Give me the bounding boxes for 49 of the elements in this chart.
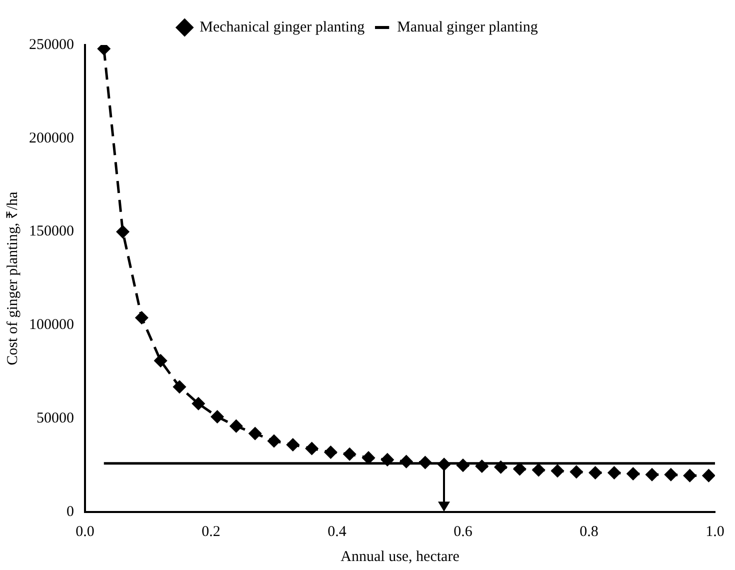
point	[211, 410, 224, 423]
point	[135, 311, 148, 324]
x-tick-label: 0.2	[202, 524, 220, 540]
legend-label: Manual ginger planting	[397, 19, 538, 36]
point	[438, 458, 450, 471]
point	[589, 466, 602, 480]
point	[362, 452, 375, 464]
point	[608, 466, 620, 480]
y-axis-title: Cost of ginger planting, ₹/ha	[4, 191, 21, 366]
x-tick-label: 1.0	[706, 524, 724, 540]
point	[646, 468, 658, 481]
point	[684, 469, 696, 482]
point	[286, 438, 300, 451]
point	[476, 460, 488, 472]
x-tick-label: 0.0	[76, 524, 94, 540]
x-axis-title: Annual use, hectare	[340, 548, 460, 565]
point	[230, 420, 242, 432]
x-tick-label: 0.6	[454, 524, 473, 540]
point	[248, 427, 262, 440]
point	[324, 446, 337, 458]
point	[173, 380, 186, 394]
y-tick-label: 100000	[29, 317, 74, 334]
x-tick-label: 0.4	[328, 524, 347, 540]
y-tick-label: 200000	[29, 130, 74, 146]
y-tick-label: 250000	[29, 36, 74, 53]
y-tick-label: 50000	[36, 410, 74, 427]
point	[532, 464, 545, 476]
point	[570, 466, 583, 478]
point	[400, 455, 413, 468]
y-tick-label: 0	[66, 504, 74, 520]
x-tick-label: 0.8	[580, 524, 598, 540]
legend-label: Mechanical ginger planting	[200, 19, 366, 36]
point	[306, 442, 318, 455]
point	[456, 459, 470, 472]
point	[702, 469, 715, 482]
point	[381, 453, 394, 466]
point	[664, 468, 678, 481]
point	[494, 460, 508, 474]
point	[268, 434, 280, 448]
point	[626, 467, 640, 480]
point	[551, 464, 564, 478]
point	[116, 226, 130, 238]
point	[154, 354, 167, 367]
point	[418, 456, 432, 469]
y-tick-label: 150000	[29, 224, 74, 240]
point	[192, 397, 205, 410]
point	[513, 462, 526, 476]
point	[343, 448, 356, 460]
point	[98, 45, 110, 55]
